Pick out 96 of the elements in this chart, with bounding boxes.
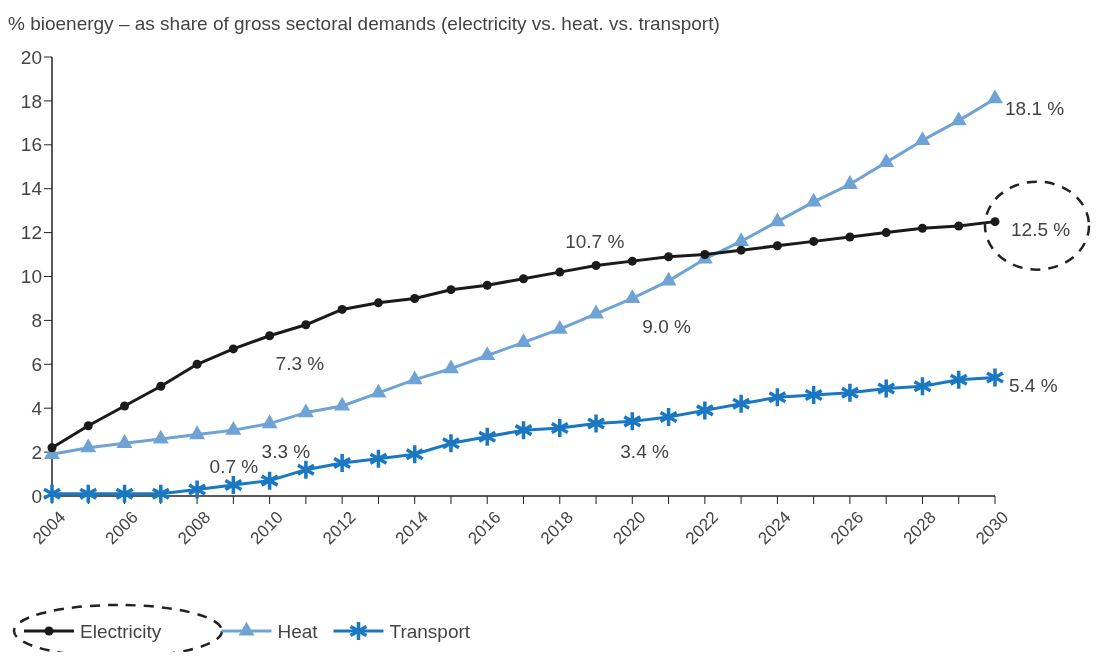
point [259,469,280,492]
point [228,344,238,354]
y-tick-label: 10 [20,266,42,288]
point [265,331,275,341]
point [477,425,497,448]
point [519,274,528,284]
point [767,386,788,408]
y-tick-label: 14 [20,178,43,200]
y-tick-label: 18 [20,90,42,112]
annotation: 12.5 % [1011,219,1071,241]
point [624,289,641,304]
annotation: 9.0 % [642,316,691,338]
point [42,483,62,505]
annotation: 3.4 % [620,441,669,463]
point [664,252,674,262]
point [83,421,93,431]
point [337,304,347,314]
point [841,175,858,189]
point [985,366,1005,389]
point [876,377,896,400]
point [482,280,492,290]
point [736,245,746,255]
legend-label: Heat [277,620,319,642]
point [189,425,206,440]
point [301,320,311,330]
point [805,192,822,207]
point [555,267,565,277]
point [917,223,927,233]
point [987,89,1003,104]
legend-label: Transport [389,620,471,642]
point [410,293,420,303]
point [223,474,244,496]
point [769,212,786,227]
point [809,236,819,246]
annotation: 3.3 % [261,441,311,463]
y-tick-label: 20 [20,46,42,68]
y-tick-label: 4 [31,397,43,419]
point [772,241,782,251]
chart-title: % bioenergy – as share of gross sectoral demands (electricity vs. heat. vs. transport) [8,13,720,34]
point [803,384,824,406]
annotation: 0.7 % [209,456,259,478]
annotation: 10.7 % [565,230,625,252]
y-tick-label: 8 [31,310,42,332]
point [441,432,461,455]
point [990,217,1000,227]
point [845,232,855,242]
point [660,271,677,286]
point [406,370,423,385]
y-tick-label: 16 [20,134,42,156]
point [479,346,496,361]
annotation: 18.1 % [1005,98,1065,120]
point [192,359,202,369]
point [627,256,637,266]
point [513,419,534,441]
point [373,298,383,308]
point [120,401,130,411]
point [658,406,679,428]
point [550,417,570,439]
point [914,131,931,146]
point [881,228,891,238]
point [404,443,425,466]
point [156,381,166,391]
legend-label: Electricity [80,620,162,642]
y-tick-label: 2 [31,441,42,463]
point [187,478,207,501]
point [948,368,969,391]
point [950,111,967,126]
point [368,447,389,470]
point [370,383,387,398]
point [78,483,99,505]
point [442,359,459,374]
point [954,221,964,231]
point [588,304,605,319]
point [446,285,456,295]
point [622,410,643,433]
y-tick-label: 12 [20,222,42,244]
point [733,232,750,246]
point [114,483,135,505]
point [878,153,895,167]
annotation: 7.3 % [275,353,325,375]
point [151,483,171,505]
point [731,393,751,415]
point [912,375,933,397]
point [47,443,57,453]
annotation: 5.4 % [1009,375,1058,397]
y-tick-label: 6 [31,353,42,375]
point [297,403,314,418]
y-tick-label: 0 [31,485,42,507]
point [296,458,316,481]
point [840,382,860,404]
point [586,412,606,435]
point [695,399,715,422]
point [261,414,278,429]
point [591,261,601,271]
point [515,333,532,347]
point [332,452,352,474]
